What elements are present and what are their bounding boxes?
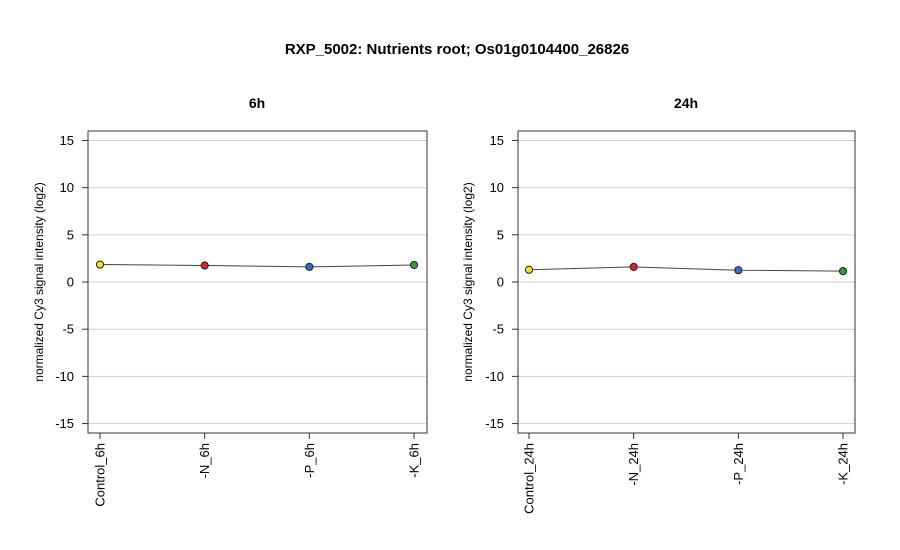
data-point [629,262,638,271]
y-axis-label: normalized Cy3 signal intensity (log2) [32,182,46,381]
x-tick-label: -P_24h [731,443,746,485]
y-tick-label: -15 [485,416,504,431]
y-tick-label: 10 [490,180,504,195]
x-tick-label: -K_24h [836,443,851,485]
data-point [305,262,314,271]
chart-panel-24h: 24h -15 -10 -5 0 5 10 15 normalized Cy3 signal i… [461,95,856,514]
data-point [200,261,209,270]
y-tick-label: 5 [67,227,74,242]
series-line [528,266,844,272]
x-tick-label: -N_24h [626,443,641,486]
y-axis-label: normalized Cy3 signal intensity (log2) [461,182,475,381]
y-tick-label: 0 [67,275,74,290]
y-tick-label: 15 [60,133,74,148]
x-tick-label: -P_6h [302,443,317,478]
panel-title: 6h [249,95,265,111]
y-tick-label: -10 [55,369,74,384]
x-tick-label: -K_6h [407,443,422,478]
data-point [838,267,848,276]
x-tick-label: -N_6h [197,443,212,478]
y-tick-label: 10 [60,180,74,195]
y-tick-label: 0 [497,275,504,290]
y-tick-label: -15 [55,416,74,431]
y-tick-label: 5 [497,227,504,242]
data-point [524,265,534,274]
data-point [95,260,105,269]
x-tick-label: Control_24h [522,443,537,514]
y-tick-label: 15 [490,133,504,148]
x-tick-label: Control_6h [93,443,108,507]
data-point [734,266,743,275]
y-tick-label: -5 [492,322,504,337]
chart-panel-6h: 6h -15 -10 -5 0 5 10 15 normalized Cy3 signal in… [32,95,428,507]
y-tick-label: -5 [62,322,74,337]
panel-title: 24h [674,95,698,111]
figure-title: RXP_5002: Nutrients root; Os01g0104400_2… [285,41,629,58]
series-line [99,264,415,268]
data-point [409,260,419,270]
y-tick-label: -10 [485,369,504,384]
